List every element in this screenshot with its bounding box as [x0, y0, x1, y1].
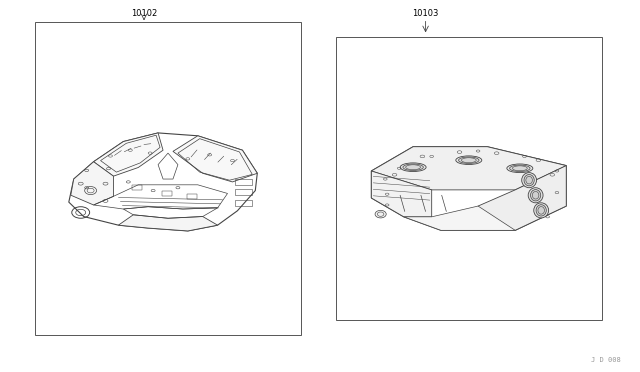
Polygon shape: [404, 206, 515, 230]
Polygon shape: [118, 215, 218, 231]
Ellipse shape: [522, 173, 536, 188]
Bar: [35, 22, 301, 335]
Text: 10102: 10102: [131, 9, 157, 17]
Polygon shape: [93, 133, 163, 176]
Bar: [336, 37, 602, 320]
Ellipse shape: [375, 210, 386, 218]
Bar: [162, 191, 172, 196]
Polygon shape: [478, 166, 566, 230]
Ellipse shape: [456, 156, 482, 164]
Ellipse shape: [403, 164, 423, 170]
Ellipse shape: [400, 163, 426, 171]
Ellipse shape: [509, 165, 530, 171]
Polygon shape: [173, 136, 257, 182]
Ellipse shape: [534, 203, 548, 218]
Ellipse shape: [528, 188, 543, 203]
Polygon shape: [371, 147, 566, 230]
Text: 10103: 10103: [412, 9, 439, 17]
Ellipse shape: [507, 164, 533, 173]
Polygon shape: [371, 171, 432, 217]
Ellipse shape: [459, 157, 479, 163]
Polygon shape: [371, 147, 566, 190]
Ellipse shape: [536, 205, 547, 216]
Ellipse shape: [531, 190, 541, 201]
Bar: [132, 185, 142, 190]
Polygon shape: [71, 162, 113, 205]
Text: J D 008: J D 008: [591, 357, 621, 363]
Polygon shape: [69, 133, 257, 231]
Ellipse shape: [524, 174, 534, 186]
Bar: [187, 194, 196, 199]
